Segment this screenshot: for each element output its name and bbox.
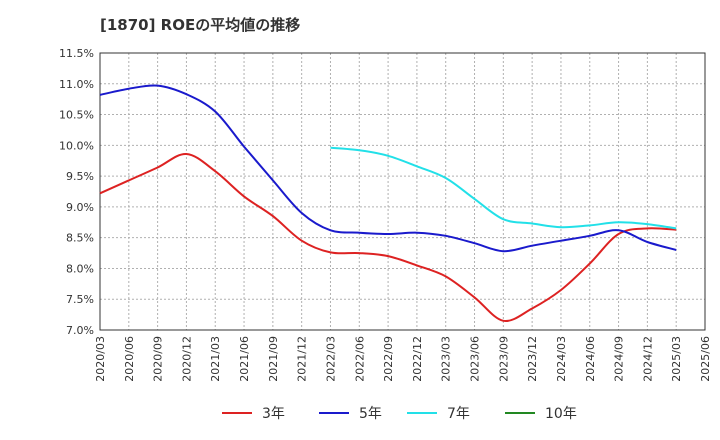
x-tick-label: 2024/09 <box>613 336 626 382</box>
x-tick-label: 2025/03 <box>670 336 683 382</box>
y-tick-label: 8.0% <box>66 262 94 275</box>
x-tick-label: 2022/06 <box>353 336 366 382</box>
x-axis-ticks: 2020/03 2020/06 2020/09 2020/12 2021/03 2021/… <box>94 336 712 382</box>
y-tick-label: 7.5% <box>66 293 94 306</box>
x-tick-label: 2021/12 <box>296 336 309 382</box>
x-tick-label: 2021/03 <box>209 336 222 382</box>
y-tick-label: 8.5% <box>66 232 94 245</box>
x-tick-label: 2021/09 <box>267 336 280 382</box>
y-axis-ticks: 7.0% 7.5% 8.0% 8.5% 9.0% 9.5% 10.0% 10.5% 11.0% 1… <box>59 47 94 337</box>
x-tick-label: 2023/09 <box>497 336 510 382</box>
x-tick-label: 2020/12 <box>180 336 193 382</box>
x-tick-label: 2022/03 <box>324 336 337 382</box>
x-tick-label: 2020/09 <box>152 336 165 382</box>
x-tick-label: 2021/06 <box>238 336 251 382</box>
x-tick-label: 2023/03 <box>440 336 453 382</box>
legend-label-3: 10年 <box>545 406 577 422</box>
x-tick-label: 2025/06 <box>699 336 712 382</box>
y-tick-label: 9.5% <box>66 170 94 183</box>
legend-label-1: 5年 <box>359 406 382 422</box>
x-tick-label: 2020/06 <box>123 336 136 382</box>
x-tick-label: 2024/03 <box>555 336 568 382</box>
y-tick-label: 7.0% <box>66 324 94 337</box>
grid-layer <box>99 52 706 331</box>
legend-label-0: 3年 <box>262 406 285 422</box>
legend: 3年 5年 7年 10年 <box>222 406 577 422</box>
series-line-2 <box>330 146 677 230</box>
series-line-1 <box>99 84 677 253</box>
y-tick-label: 9.0% <box>66 201 94 214</box>
y-tick-label: 11.0% <box>59 78 94 91</box>
series-line-0 <box>99 152 677 322</box>
y-tick-label: 10.0% <box>59 139 94 152</box>
chart-title: [1870] ROEの平均値の推移 <box>100 16 301 34</box>
x-tick-label: 2024/06 <box>584 336 597 382</box>
series-layer <box>99 84 677 322</box>
x-tick-label: 2022/12 <box>411 336 424 382</box>
x-tick-label: 2023/06 <box>469 336 482 382</box>
legend-label-2: 7年 <box>447 406 470 422</box>
y-tick-label: 11.5% <box>59 47 94 60</box>
x-tick-label: 2023/12 <box>526 336 539 382</box>
y-tick-label: 10.5% <box>59 109 94 122</box>
x-tick-label: 2020/03 <box>94 336 107 382</box>
x-tick-label: 2022/09 <box>382 336 395 382</box>
plot-area-frame <box>99 52 706 331</box>
x-tick-label: 2024/12 <box>641 336 654 382</box>
